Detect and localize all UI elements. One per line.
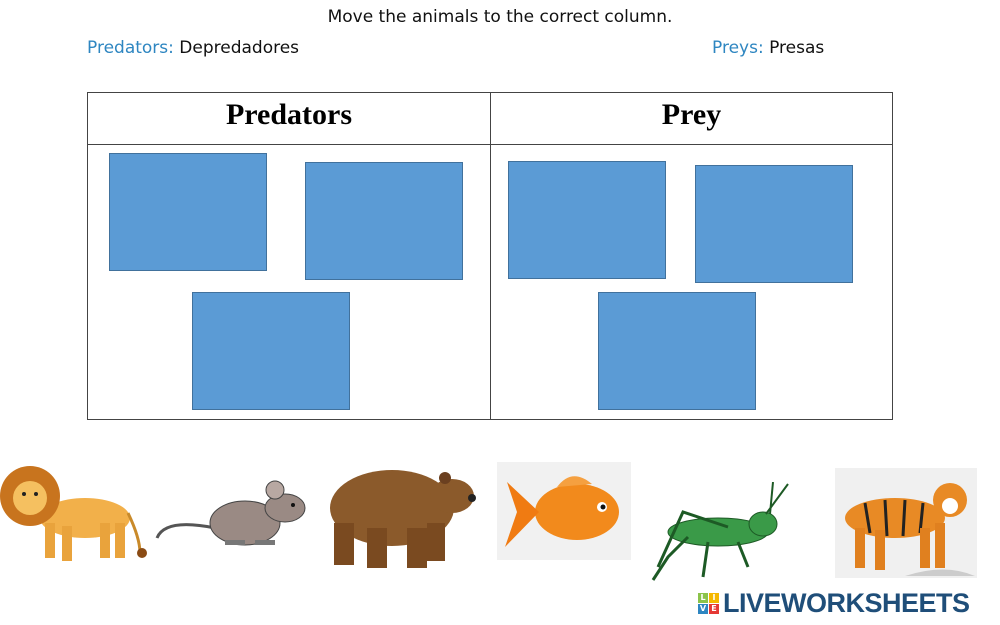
translation: Depredadores [179, 38, 300, 58]
badge-letter: V [698, 604, 708, 614]
logo-badge: L I V E [698, 593, 719, 614]
instructions: Move the animals to the correct column. [327, 7, 673, 27]
logo-text: LIVEWORKSHEETS [723, 588, 970, 618]
term: Preys: [712, 38, 764, 58]
grasshopper-icon[interactable] [648, 482, 790, 582]
glossary-predators: Predators: Depredadores [87, 38, 299, 58]
column-header-predators: Predators [88, 93, 490, 145]
liveworksheets-logo: L I V E LIVEWORKSHEETS [698, 588, 970, 619]
glossary-preys: Preys: Presas [712, 38, 824, 58]
badge-letter: I [709, 593, 719, 603]
sorting-table: Predators Prey [87, 92, 893, 420]
fish-icon[interactable] [497, 462, 631, 560]
predator-drop-zone-2[interactable] [305, 162, 463, 280]
lion-icon[interactable] [0, 458, 152, 568]
prey-drop-zone-2[interactable] [695, 165, 853, 283]
column-header-prey: Prey [491, 93, 892, 145]
badge-letter: L [698, 593, 708, 603]
mouse-icon[interactable] [155, 478, 313, 558]
term: Predators: [87, 38, 174, 58]
prey-drop-zone-1[interactable] [508, 161, 666, 279]
predator-drop-zone-3[interactable] [192, 292, 350, 410]
translation: Presas [769, 38, 825, 58]
prey-drop-zone-3[interactable] [598, 292, 756, 410]
badge-letter: E [709, 604, 719, 614]
tiger-icon[interactable] [835, 468, 977, 578]
predator-drop-zone-1[interactable] [109, 153, 267, 271]
column-divider [490, 93, 491, 419]
bear-icon[interactable] [322, 458, 477, 572]
